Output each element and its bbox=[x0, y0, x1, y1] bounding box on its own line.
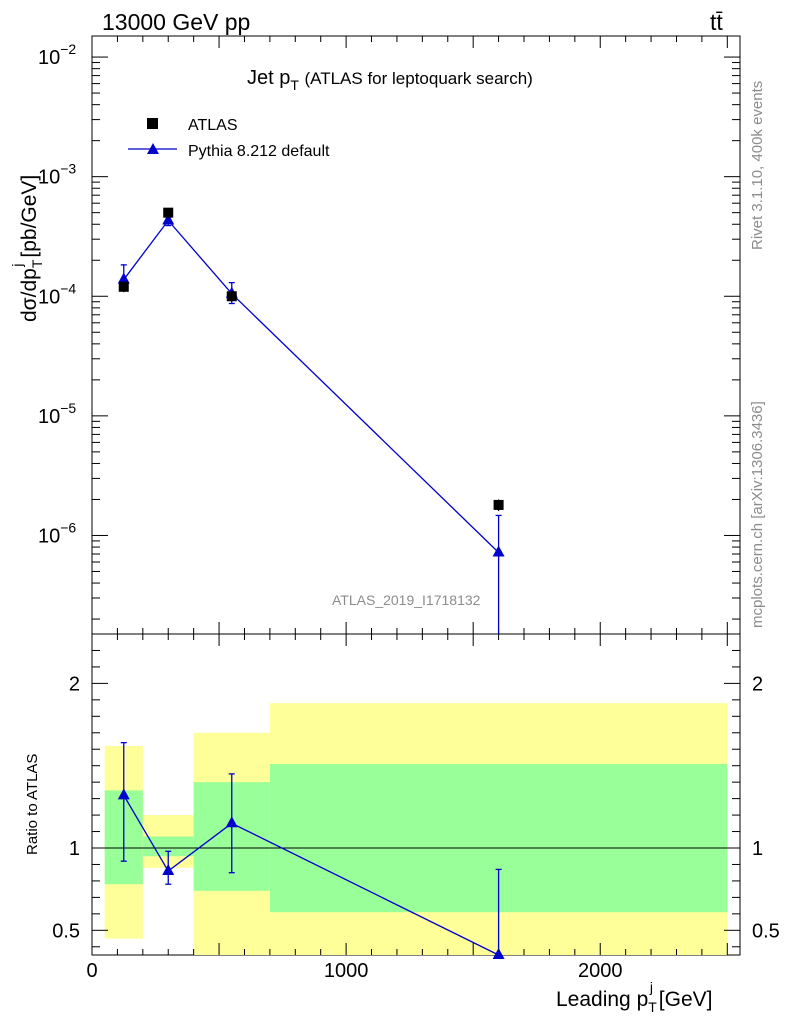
ratio-pythia-line bbox=[123, 794, 499, 956]
main-pythia-point bbox=[492, 545, 505, 557]
ratio-ytick-label-right: 2 bbox=[752, 673, 763, 695]
legend-pythia-marker bbox=[147, 143, 159, 154]
xlabel-sub: T bbox=[648, 999, 657, 1015]
ratio-series-pythia bbox=[117, 741, 505, 959]
main-ytick-exp: −2 bbox=[60, 41, 76, 57]
xlabel-unit: [GeV] bbox=[659, 988, 713, 1011]
legend-atlas-label: ATLAS bbox=[188, 117, 238, 134]
xtick-labels: 0 1000 2000 bbox=[86, 960, 622, 982]
main-ylabel-sup: j bbox=[9, 263, 25, 267]
legend: ATLAS Pythia 8.212 default bbox=[128, 117, 330, 160]
plot-title-subscript: T bbox=[290, 77, 299, 93]
main-ytick-base: 10 bbox=[38, 406, 60, 428]
ratio-ytick-label: 1 bbox=[69, 838, 80, 860]
ratio-ytick-label: 2 bbox=[69, 673, 80, 695]
analysis-watermark: ATLAS_2019_I1718132 bbox=[332, 592, 481, 608]
side-label-mcplots: mcplots.cern.ch [arXiv:1306.3436] bbox=[749, 401, 766, 628]
main-axis-ticks bbox=[91, 36, 740, 634]
ratio-axis-ticks bbox=[91, 633, 740, 955]
ratio-pythia-point bbox=[117, 788, 130, 800]
main-ytick-exp: −5 bbox=[60, 400, 76, 416]
plot-title-rest: (ATLAS for leptoquark search) bbox=[304, 69, 532, 88]
ratio-pythia-point bbox=[225, 816, 238, 828]
plot-title: Jet pT (ATLAS for leptoquark search) bbox=[247, 67, 533, 93]
ratio-pythia-point bbox=[492, 948, 505, 959]
main-ytick-exp: −6 bbox=[60, 519, 76, 535]
main-atlas-point bbox=[118, 281, 129, 292]
ratio-ytick-labels-right: 0.5 1 2 bbox=[752, 673, 780, 942]
legend-pythia-label: Pythia 8.212 default bbox=[188, 143, 330, 160]
main-ytick-label: 10−3 bbox=[38, 161, 76, 189]
xtick-label: 1000 bbox=[324, 960, 369, 982]
main-atlas-point bbox=[493, 499, 504, 510]
main-series-atlas bbox=[118, 207, 504, 512]
main-ytick-base: 10 bbox=[38, 286, 60, 308]
band-inner-1 bbox=[142, 836, 194, 857]
main-ytick-label: 10−6 bbox=[38, 519, 76, 547]
ratio-ytick-label-right: 1 bbox=[752, 838, 763, 860]
main-atlas-point bbox=[226, 291, 237, 302]
main-ytick-label: 10−2 bbox=[38, 41, 76, 69]
main-pythia-point bbox=[117, 272, 130, 284]
main-ytick-exp: −3 bbox=[60, 161, 76, 177]
main-ytick-base: 10 bbox=[38, 47, 60, 69]
side-label-rivet: Rivet 3.1.10, 400k events bbox=[749, 81, 766, 250]
header-process-label: tt̄ bbox=[710, 9, 723, 35]
main-ylabel-unit: [pb/GeV] bbox=[18, 175, 41, 258]
main-ytick-base: 10 bbox=[38, 525, 60, 547]
main-ytick-base: 10 bbox=[38, 167, 60, 189]
main-ytick-exp: −4 bbox=[60, 280, 76, 296]
xtick-label: 0 bbox=[86, 960, 97, 982]
main-ytick-label: 10−4 bbox=[38, 280, 76, 308]
main-pythia-line bbox=[123, 219, 500, 553]
main-ytick-labels: 10−210−310−410−510−6 bbox=[38, 41, 76, 547]
xlabel: Leading pTj [GeV] bbox=[556, 979, 713, 1015]
main-pythia-point bbox=[162, 213, 175, 225]
xtick-label: 2000 bbox=[578, 960, 623, 982]
ratio-pythia-point bbox=[162, 864, 175, 876]
ratio-ytick-label: 0.5 bbox=[52, 920, 80, 942]
main-ylabel: dσ/dpTj [pb/GeV] bbox=[9, 175, 45, 322]
main-ytick-label: 10−5 bbox=[38, 400, 76, 428]
legend-atlas-marker bbox=[147, 118, 158, 129]
ratio-uncertainty-bands bbox=[104, 703, 728, 955]
header-energy-label: 13000 GeV pp bbox=[102, 9, 250, 35]
main-ylabel-sub: T bbox=[29, 259, 45, 268]
xlabel-sup: j bbox=[649, 979, 653, 995]
ratio-ytick-labels-left: 0.5 1 2 bbox=[52, 673, 80, 942]
main-series-pythia bbox=[117, 213, 505, 634]
ratio-ytick-label-right: 0.5 bbox=[752, 920, 780, 942]
main-atlas-point bbox=[163, 207, 174, 218]
ratio-ylabel: Ratio to ATLAS bbox=[24, 754, 41, 855]
